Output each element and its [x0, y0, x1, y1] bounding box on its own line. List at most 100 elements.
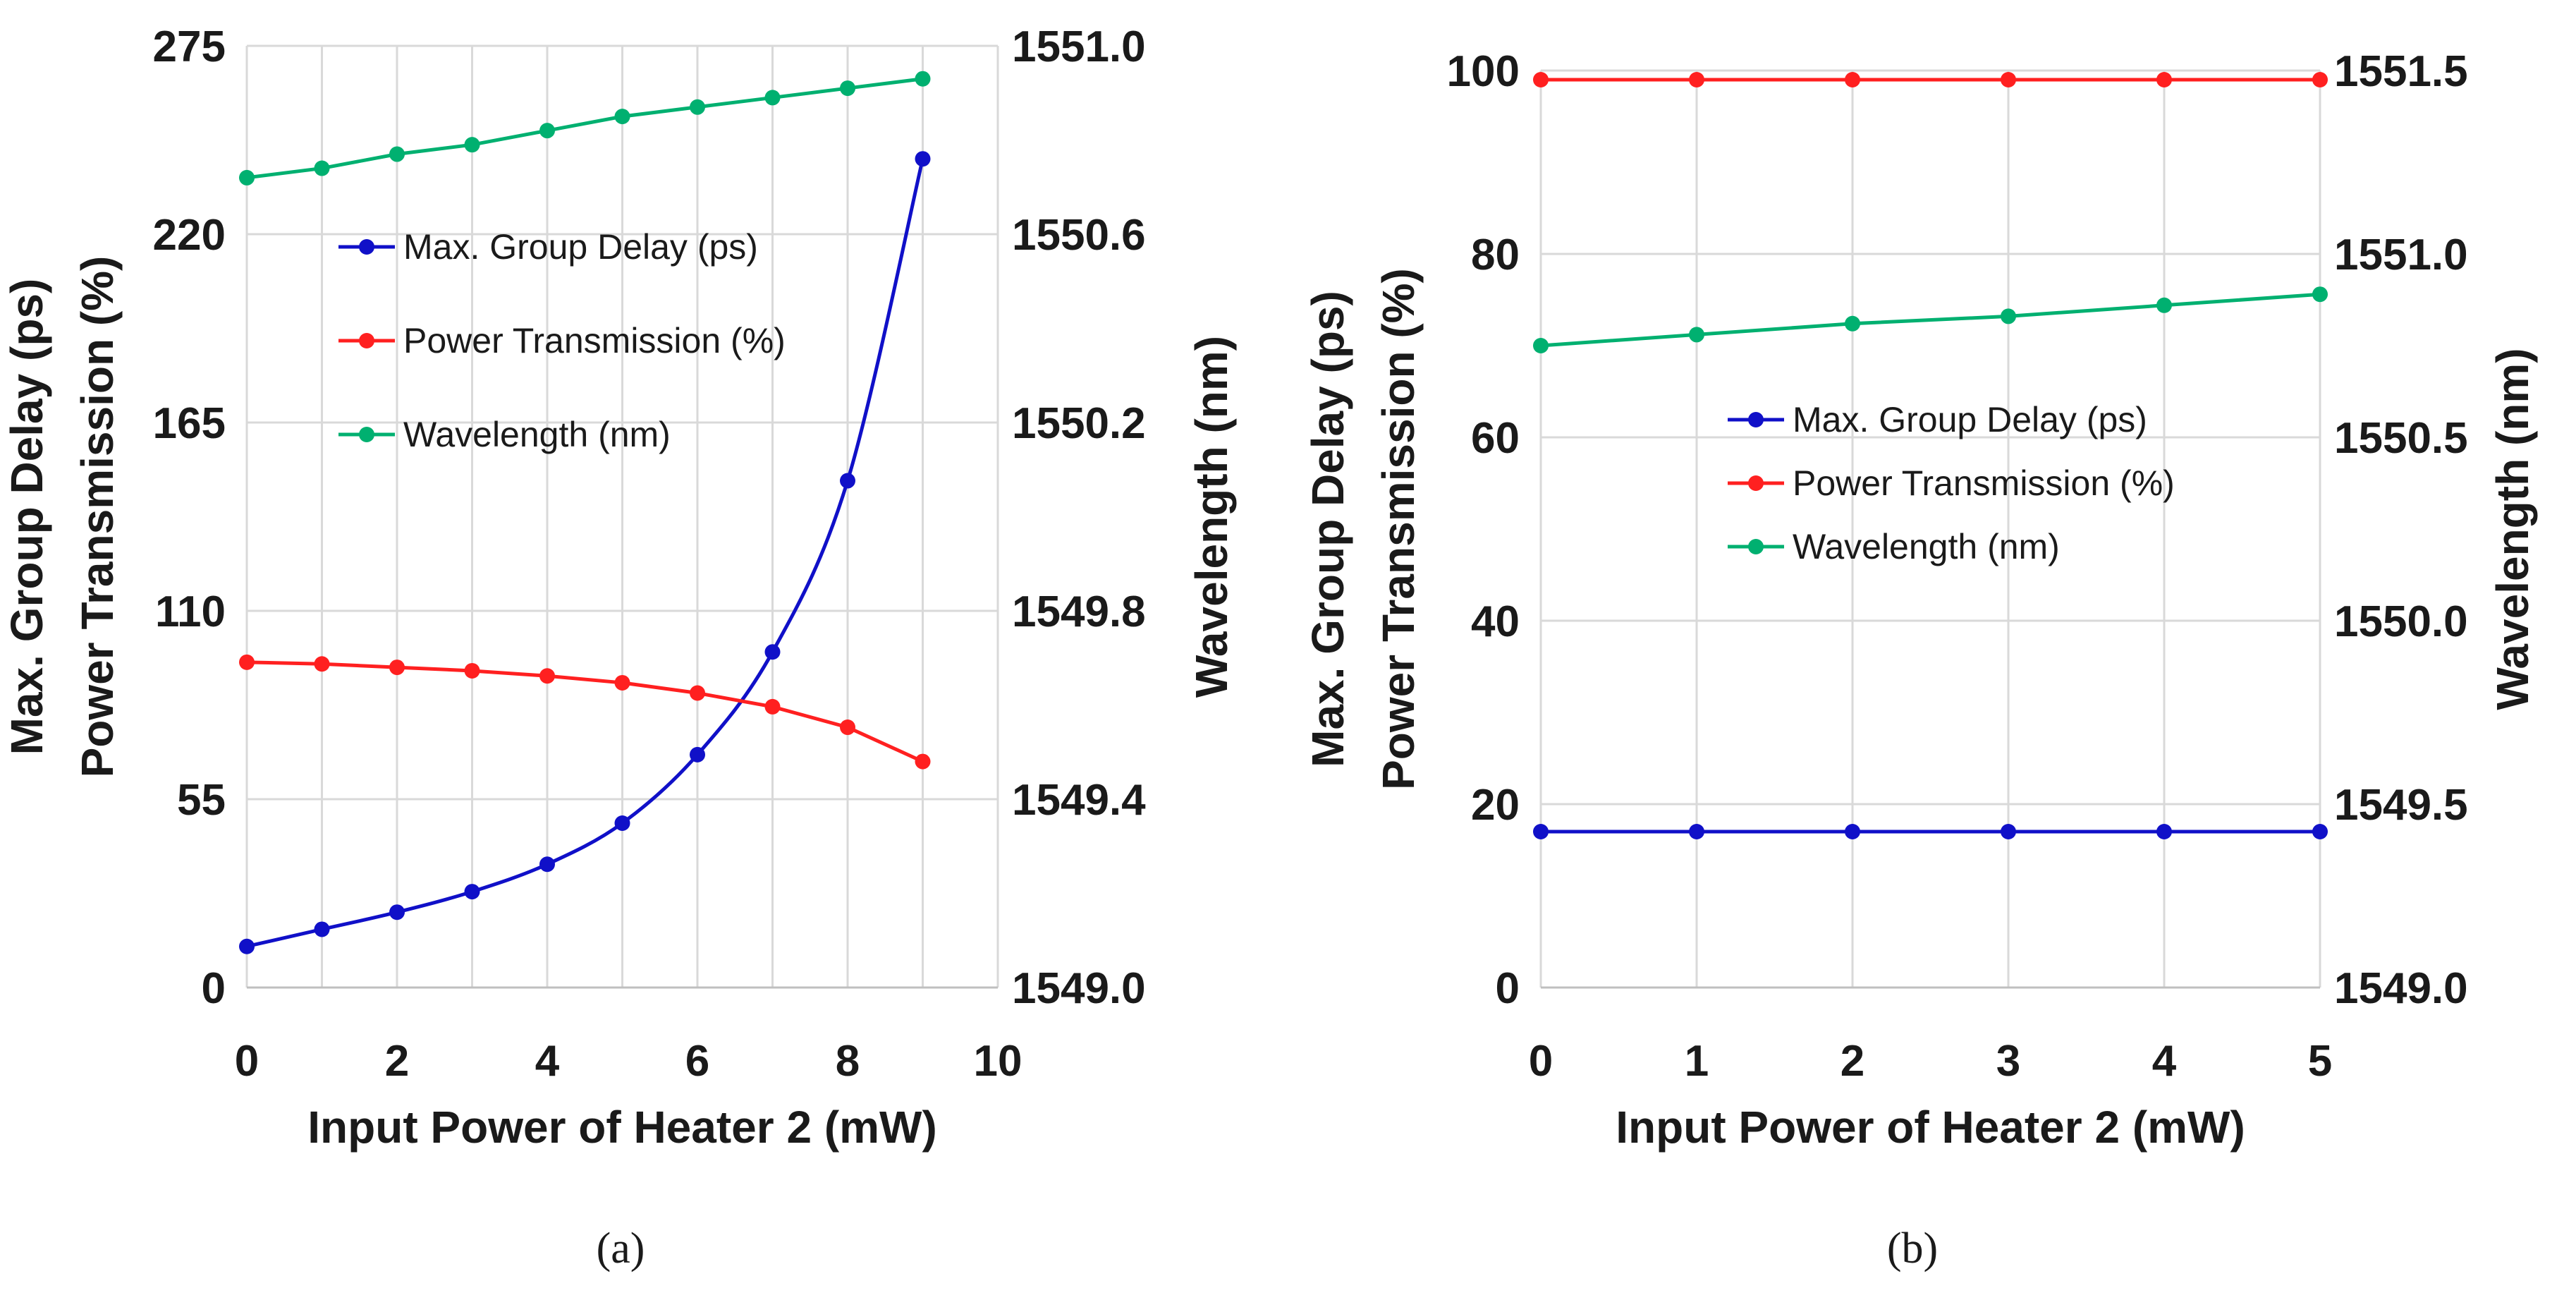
legend: Max. Group Delay (ps) Power Transmission … [1728, 400, 2175, 566]
x-tick-label: 8 [836, 1037, 860, 1086]
data-point [314, 656, 330, 672]
y-right-axis-label: Wavelength (nm) [2487, 348, 2538, 710]
data-point [464, 662, 480, 679]
data-point [1533, 824, 1549, 839]
data-point [389, 146, 405, 162]
data-point [915, 151, 931, 167]
x-tick-label: 4 [535, 1037, 560, 1086]
panel-caption: (b) [1887, 1225, 1938, 1272]
data-point [539, 123, 555, 139]
data-point [2001, 72, 2016, 87]
x-tick-label: 2 [1841, 1037, 1864, 1086]
y-right-tick-label: 1550.5 [2334, 414, 2468, 463]
data-point [389, 660, 405, 676]
x-tick-label: 0 [1529, 1037, 1553, 1086]
data-point [2156, 297, 2172, 313]
series-3 [239, 71, 931, 186]
data-point [1845, 315, 1860, 332]
data-point [539, 668, 555, 684]
legend-swatch-marker [359, 427, 374, 442]
data-point [2312, 72, 2328, 87]
chart-panel-b: 0 1 2 3 4 5 0 20 40 60 80 100 1549.0 1549.5 1550.0 1550… [1302, 47, 2538, 1272]
data-point [1689, 72, 1704, 87]
legend-entry: Power Transmission (%) [1793, 463, 2175, 503]
y-right-tick-label: 1551.0 [2334, 231, 2468, 279]
data-point [464, 884, 480, 900]
x-tick-label: 5 [2308, 1037, 2332, 1086]
y-right-tick-label: 1549.5 [2334, 781, 2468, 830]
y-right-tick-label: 1551.0 [1012, 23, 1146, 71]
data-point [764, 698, 781, 715]
legend-entry: Power Transmission (%) [403, 321, 786, 360]
y-right-tick-label: 1551.5 [2334, 47, 2468, 96]
y-left-tick-label: 275 [153, 23, 226, 71]
x-tick-label: 3 [1996, 1037, 2020, 1086]
y-left-axis-label: Max. Group Delay (ps) [1302, 291, 1353, 767]
y-left-tick-label: 110 [155, 588, 226, 636]
y-right-tick-label: 1549.8 [1012, 588, 1146, 636]
data-point [1689, 327, 1704, 343]
y-right-tick-label: 1549.0 [1012, 964, 1146, 1013]
data-point [2312, 824, 2328, 839]
legend-entry: Wavelength (nm) [403, 415, 671, 454]
y-right-tick-label: 1549.0 [2334, 964, 2468, 1013]
data-point [2156, 72, 2172, 87]
data-point [2001, 308, 2016, 324]
legend-entry: Max. Group Delay (ps) [1793, 400, 2147, 439]
legend-entry: Max. Group Delay (ps) [403, 227, 758, 267]
legend-swatch-marker [359, 333, 374, 348]
data-point [389, 904, 405, 921]
series-line [246, 660, 924, 763]
data-point [690, 746, 705, 763]
data-point [840, 473, 855, 489]
series-line [246, 77, 923, 180]
series-line [1540, 292, 2321, 348]
data-point [239, 938, 255, 954]
y-right-tick-label: 1550.2 [1012, 399, 1146, 448]
data-point [915, 71, 931, 87]
y-right-tick-label: 1550.0 [2334, 597, 2468, 646]
y-left-tick-label: 220 [153, 211, 226, 260]
legend-swatch-marker [1748, 412, 1764, 427]
x-tick-label: 4 [2152, 1037, 2177, 1086]
data-point [690, 685, 705, 701]
series-2 [1533, 72, 2328, 87]
x-tick-label: 10 [974, 1037, 1023, 1086]
data-point [840, 719, 855, 736]
data-point [1845, 824, 1860, 839]
y-left-tick-label: 80 [1471, 231, 1520, 279]
data-point [915, 753, 931, 770]
data-point [2156, 824, 2172, 839]
y-left-tick-label: 0 [202, 964, 226, 1013]
data-point [1533, 338, 1549, 353]
y-left-tick-label: 60 [1471, 414, 1520, 463]
data-point [1845, 72, 1860, 87]
legend: Max. Group Delay (ps) Power Transmission … [338, 227, 786, 454]
x-axis-label: Input Power of Heater 2 (mW) [307, 1102, 937, 1153]
x-tick-label: 6 [685, 1037, 709, 1086]
chart-panel-a: 0 2 4 6 8 10 0 55 110 165 220 275 1549.0 1549.4 1549.8… [1, 23, 1237, 1272]
data-point [690, 99, 705, 115]
series-1 [239, 151, 931, 954]
y-left-tick-label: 0 [1496, 964, 1520, 1013]
data-point [764, 644, 781, 660]
data-point [764, 90, 781, 106]
x-tick-label: 0 [235, 1037, 259, 1086]
series-1 [1533, 824, 2328, 839]
legend-swatch-marker [1748, 475, 1764, 491]
y-left-tick-label: 20 [1471, 781, 1520, 830]
y-right-tick-label: 1550.6 [1012, 211, 1146, 260]
data-point [2001, 824, 2016, 839]
data-point [2312, 286, 2328, 303]
legend-swatch-marker [1748, 539, 1764, 554]
y-left-tick-label: 165 [153, 399, 226, 448]
y-right-tick-label: 1549.4 [1012, 776, 1146, 825]
y-left-axis-label: Max. Group Delay (ps) [1, 279, 52, 755]
y-left-tick-label: 40 [1471, 597, 1520, 646]
y-left-tick-label: 100 [1447, 47, 1520, 96]
data-point [239, 169, 255, 186]
data-point [614, 109, 630, 125]
x-tick-label: 2 [385, 1037, 409, 1086]
series-line [246, 158, 924, 949]
